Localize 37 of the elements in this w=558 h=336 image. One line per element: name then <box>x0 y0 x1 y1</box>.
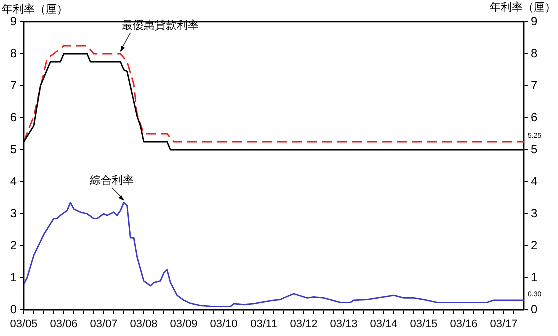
y2-tick-label: 5 <box>531 142 538 156</box>
x-tick-label: 03/13 <box>330 318 358 331</box>
y-tick-label: 8 <box>10 46 18 60</box>
y-tick-label: 1 <box>10 270 18 284</box>
x-tick-label: 03/05 <box>10 318 38 331</box>
y2-tick-label: 6 <box>531 110 538 124</box>
y-tick-label: 0 <box>10 302 18 316</box>
x-tick-label: 03/17 <box>490 318 518 331</box>
x-tick-label: 03/09 <box>170 318 198 331</box>
y-tick-label: 6 <box>10 110 18 124</box>
y2-tick-label: 9 <box>531 14 538 28</box>
y2-tick-label: 4 <box>531 174 538 188</box>
y-tick-label: 2 <box>10 238 18 252</box>
y2-tick-label: 7 <box>531 78 538 92</box>
line-series <box>24 45 524 143</box>
x-tick-label: 03/12 <box>290 318 318 331</box>
x-tick-label: 03/08 <box>130 318 158 331</box>
x-tick-label: 03/06 <box>50 318 78 331</box>
x-tick-label: 03/07 <box>90 318 118 331</box>
annotation: 綜合利率 <box>89 174 134 187</box>
y2-tick-label: 2 <box>531 238 538 252</box>
x-tick-label: 03/11 <box>250 318 278 331</box>
y2-tick-label: 8 <box>531 46 538 60</box>
y2-tick-label: 1 <box>531 270 538 284</box>
x-tick-label: 03/16 <box>450 318 478 331</box>
y-tick-label: 7 <box>10 78 18 92</box>
y2-tick-label: 0 <box>531 302 538 316</box>
y-axis-title: 年利率（厘） <box>2 3 68 16</box>
x-tick-label: 03/10 <box>210 318 238 331</box>
x-tick-label: 03/15 <box>410 318 438 331</box>
y-tick-label: 9 <box>10 14 18 28</box>
y-tick-label: 3 <box>10 206 18 220</box>
x-tick-label: 03/14 <box>370 318 398 331</box>
y2-axis-title: 年利率（厘） <box>490 1 556 14</box>
y-tick-label: 4 <box>10 174 18 188</box>
y-tick-label: 5 <box>10 142 18 156</box>
y2-tick-label: 3 <box>531 206 538 220</box>
